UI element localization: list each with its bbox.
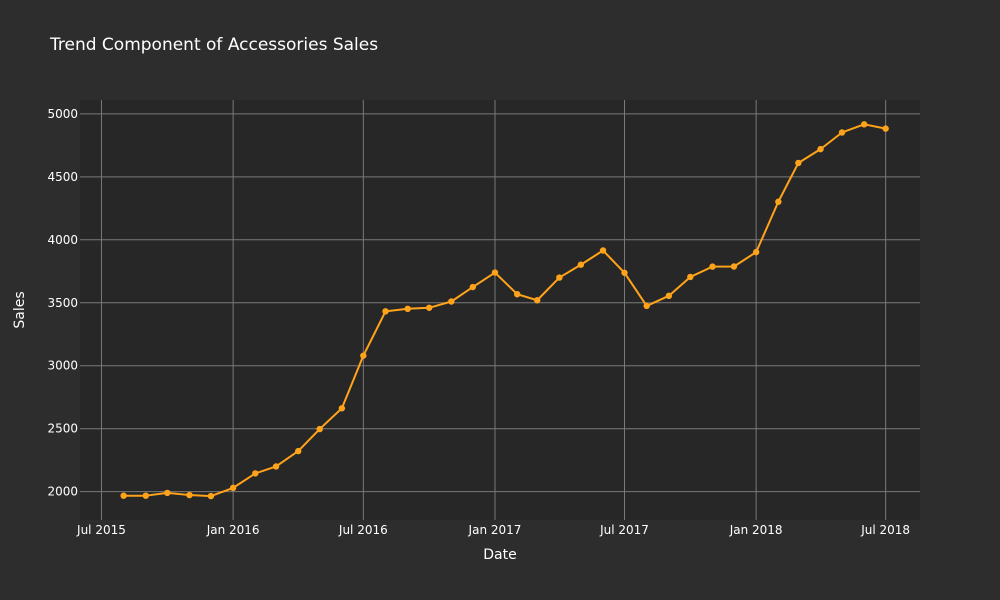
x-tick-label: Jan 2017 — [468, 523, 522, 537]
x-tick-label: Jul 2016 — [338, 523, 388, 537]
data-point — [621, 269, 628, 276]
x-tick-label: Jul 2015 — [76, 523, 126, 537]
data-point — [817, 145, 824, 153]
data-point — [752, 248, 760, 256]
series-line — [123, 123, 886, 498]
series-layer — [120, 121, 889, 500]
data-point — [382, 308, 389, 315]
data-point — [360, 352, 367, 359]
x-axis-title: Date — [483, 547, 516, 563]
data-point — [577, 261, 585, 268]
data-point — [229, 484, 237, 492]
data-point — [513, 290, 521, 298]
data-point — [142, 492, 150, 499]
data-point — [534, 297, 541, 304]
x-tick-label: Jan 2018 — [729, 523, 783, 537]
data-point — [556, 274, 563, 281]
data-point — [709, 263, 716, 270]
y-tick-label: 3000 — [47, 359, 78, 373]
data-point — [425, 304, 433, 311]
x-tick-label: Jan 2016 — [206, 523, 260, 537]
data-point — [687, 273, 694, 281]
y-tick-label: 2500 — [47, 422, 78, 436]
data-point — [469, 283, 477, 291]
data-point — [316, 425, 323, 433]
data-point — [164, 489, 171, 497]
x-tick-label: Jul 2017 — [599, 523, 649, 537]
y-axis-title: Sales — [12, 291, 28, 328]
data-point — [252, 470, 259, 477]
data-point — [665, 292, 673, 300]
y-tick-label: 5000 — [47, 107, 78, 121]
data-point — [338, 405, 346, 412]
plot-area — [80, 100, 920, 520]
y-tick-label: 2000 — [47, 485, 78, 499]
data-point — [404, 305, 411, 313]
data-point — [207, 492, 215, 500]
data-point — [882, 125, 889, 132]
data-point — [599, 247, 607, 254]
data-point — [795, 159, 802, 167]
data-point — [838, 129, 846, 136]
data-point — [120, 492, 127, 499]
y-tick-label: 3500 — [47, 296, 78, 310]
data-point — [643, 302, 650, 310]
data-point — [860, 121, 868, 128]
x-axis-ticks: Jul 2015 Jan 2016 Jul 2016 Jan 2017 Jul 2017… — [76, 523, 910, 537]
data-point — [775, 198, 782, 205]
chart-title: Trend Component of Accessories Sales — [49, 35, 378, 55]
data-point — [295, 447, 302, 455]
x-tick-label: Jul 2018 — [860, 523, 910, 537]
y-tick-label: 4000 — [47, 233, 78, 247]
data-point — [272, 463, 280, 470]
data-point — [448, 298, 455, 305]
data-point — [730, 263, 738, 270]
y-axis-ticks: 2000 2500 3000 3500 4000 4500 5000 — [47, 107, 78, 499]
data-point — [491, 269, 499, 276]
y-tick-label: 4500 — [47, 170, 78, 184]
data-point — [186, 491, 193, 499]
